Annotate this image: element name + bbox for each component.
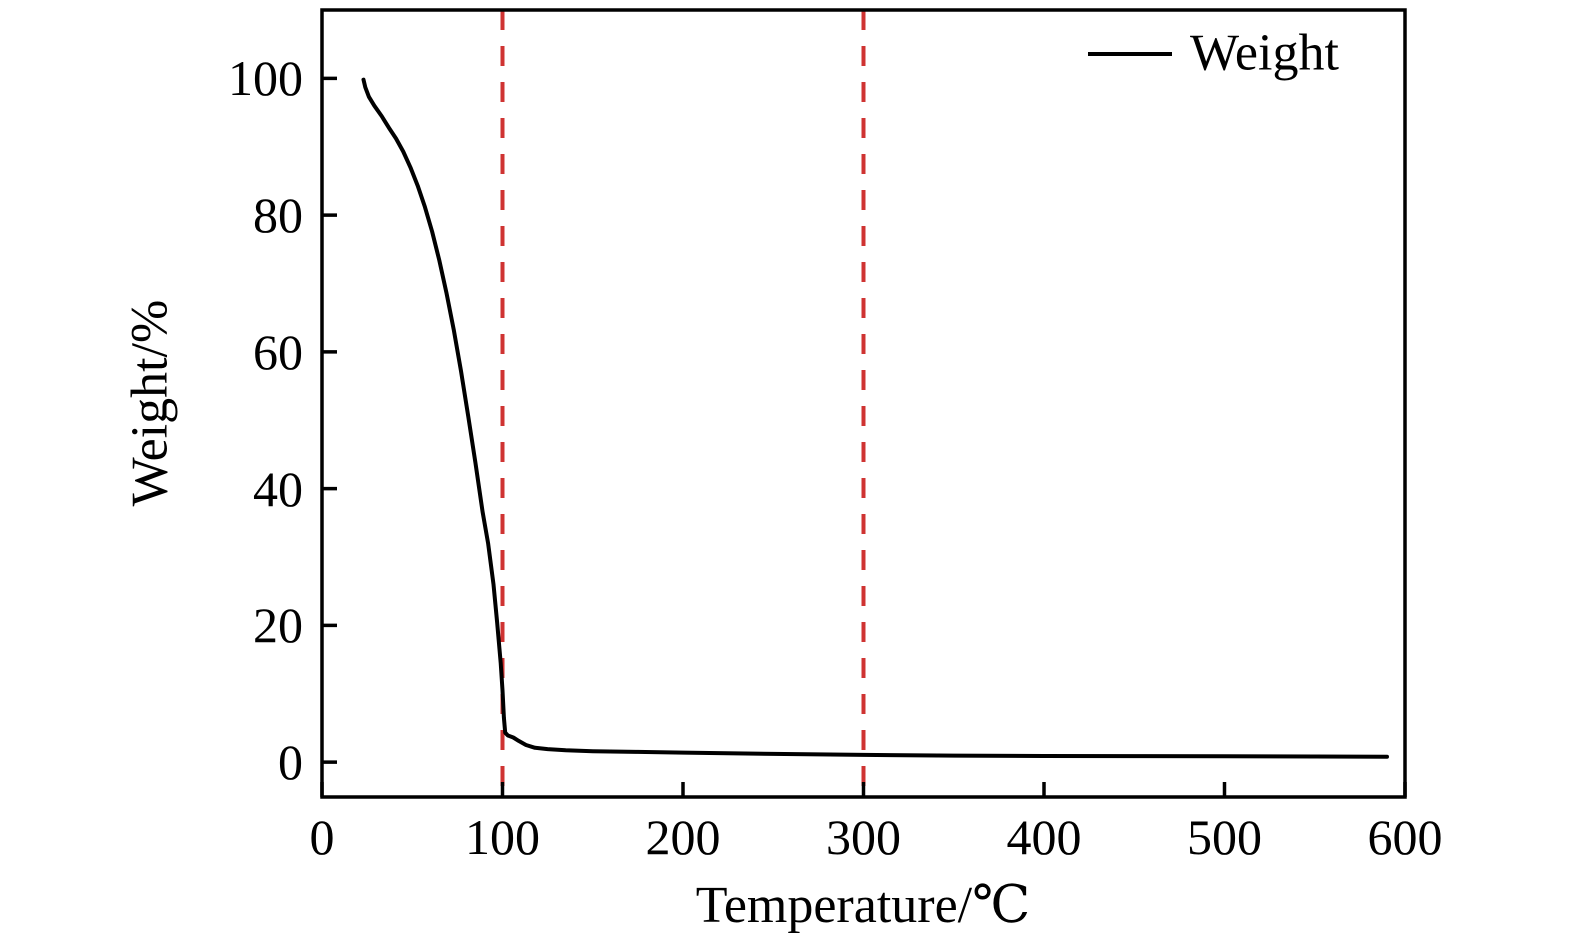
x-tick-label-400: 400	[1006, 809, 1082, 865]
axes-group	[320, 8, 1407, 799]
y-tick-label-40: 40	[253, 460, 303, 517]
weight-curve-group	[361, 77, 1389, 759]
x-tick-label-100: 100	[465, 809, 540, 865]
y-tick-label-80: 80	[253, 187, 303, 244]
reference-vlines	[500, 10, 866, 797]
y-tick-label-0: 0	[278, 734, 303, 791]
y-tick-label-60: 60	[253, 323, 303, 380]
x-tick-label-0: 0	[309, 809, 335, 865]
x-tick-label-600: 600	[1367, 809, 1443, 865]
x-tick-label-300: 300	[826, 809, 901, 865]
x-tick-label-500: 500	[1187, 809, 1262, 865]
x-tick-label-200: 200	[645, 809, 721, 865]
y-axis-label: Weight/%	[121, 299, 179, 507]
y-tick-label-100: 100	[228, 50, 303, 107]
x-axis-label: Temperature/℃	[695, 877, 1031, 934]
legend-label-weight: Weight	[1190, 24, 1339, 82]
y-tick-label-20: 20	[253, 597, 303, 654]
series-weight	[361, 77, 1389, 759]
